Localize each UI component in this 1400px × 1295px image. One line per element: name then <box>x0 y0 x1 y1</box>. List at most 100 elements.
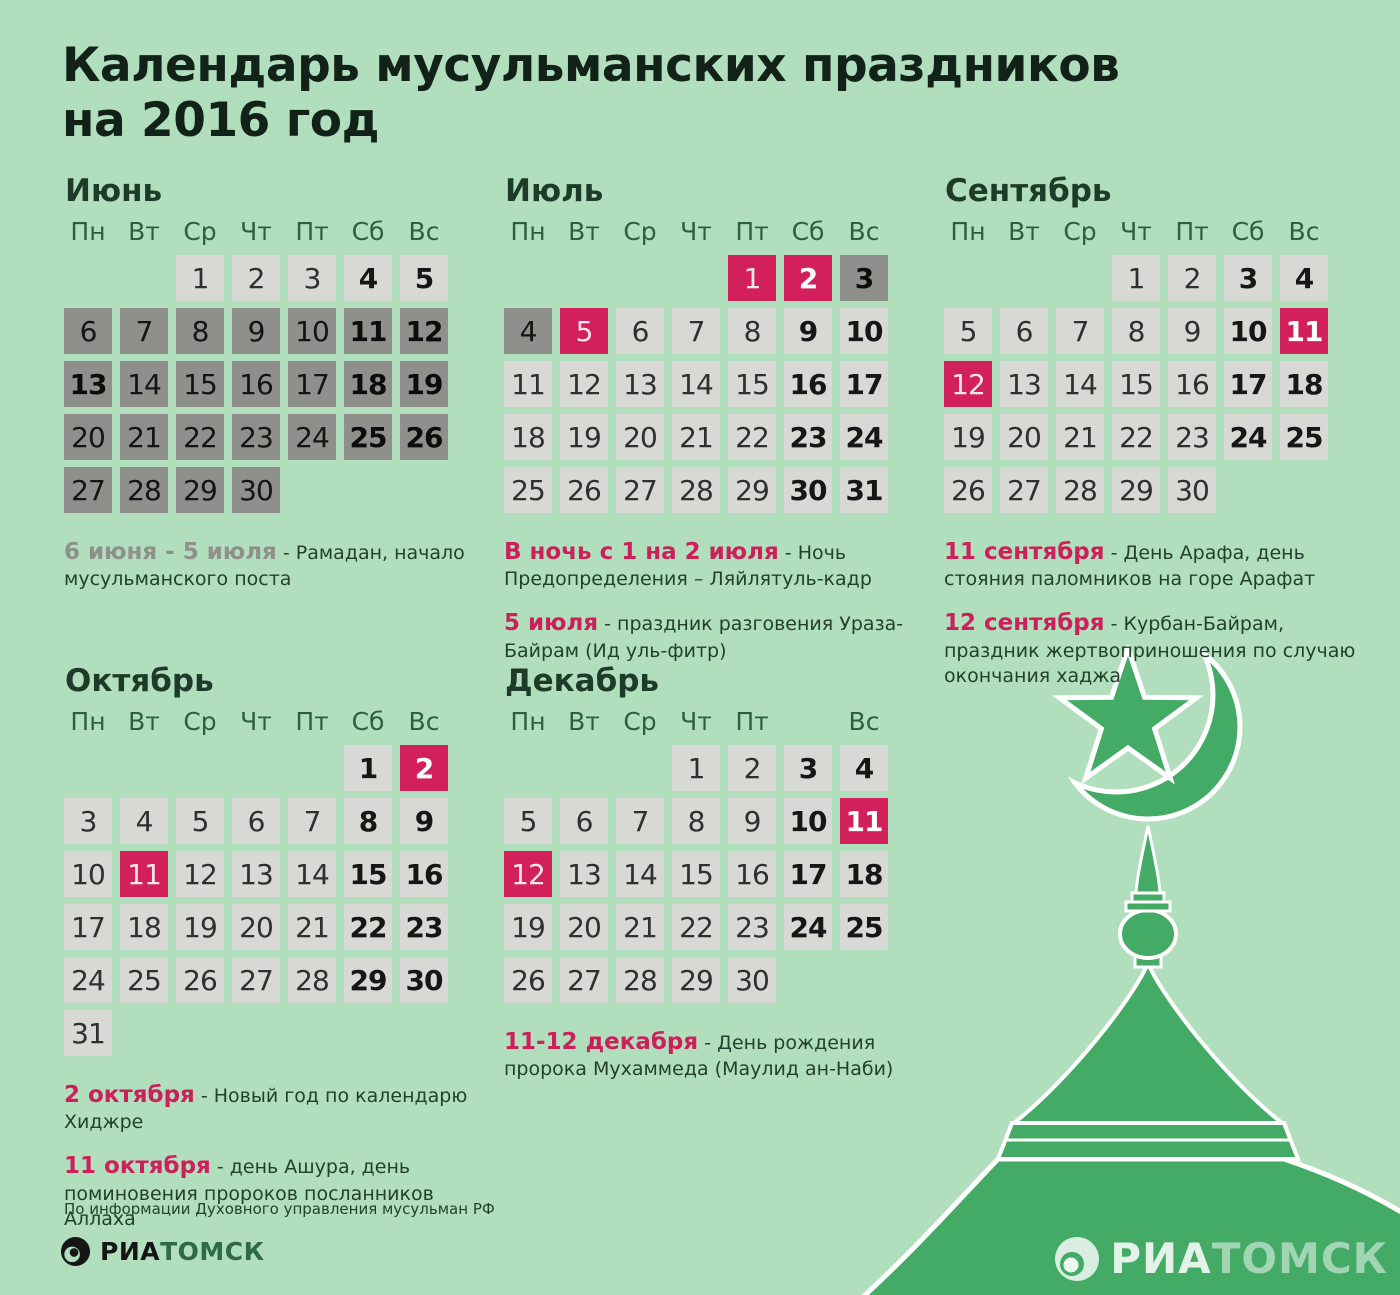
ria-tomsk-logo: РИАТОМСК <box>60 1236 265 1267</box>
day-cell: 4 <box>840 745 888 791</box>
day-cell: 13 <box>232 851 280 897</box>
calendar-month-september: Сентябрь Пн Вт Ср Чт Пт Сб Вс 1 2 3 4 5 6 7 8 9 10 11 12 13 1… <box>944 176 1374 705</box>
day-cell: 22 <box>1112 414 1160 460</box>
day-cell-empty <box>1224 467 1272 513</box>
ria-tomsk-watermark: РИАТОМСК <box>1054 1234 1388 1283</box>
holiday-note-text: День рождения пророка Мухаммеда (Маулид … <box>504 1032 894 1081</box>
cone-roof <box>1008 957 1288 1125</box>
month-grid: 1 2 3 4 5 6 7 8 9 10 11 12 13 14 15 16 17 18 19 20 21 22 23 24 2… <box>504 255 934 513</box>
day-cell: 7 <box>120 308 168 354</box>
weekday-label: Пн <box>950 217 986 246</box>
day-cell: 3 <box>1224 255 1272 301</box>
holiday-note-text: день Ашура, день поминовения пророков по… <box>64 1156 434 1230</box>
day-cell: 1 <box>672 745 720 791</box>
day-cell: 29 <box>344 957 392 1003</box>
day-cell-empty <box>288 467 336 513</box>
day-cell: 6 <box>560 798 608 844</box>
weekday-label: Вт <box>568 217 600 246</box>
logo-text-ria: РИА <box>100 1237 161 1266</box>
weekday-label: Ср <box>183 217 217 246</box>
day-cell: 25 <box>120 957 168 1003</box>
day-cell: 20 <box>64 414 112 460</box>
weekday-label: Пт <box>295 217 329 246</box>
page-title: Календарь мусульманских праздников на 20… <box>62 38 1120 149</box>
day-cell: 19 <box>504 904 552 950</box>
page-title-line1: Календарь мусульманских праздников <box>62 38 1120 93</box>
day-cell: 30 <box>784 467 832 513</box>
day-cell: 14 <box>120 361 168 407</box>
weekday-header-row: Пн Вт Ср Чт Пт Сб Вс <box>64 707 494 737</box>
day-cell: 30 <box>1168 467 1216 513</box>
day-cell: 28 <box>1056 467 1104 513</box>
day-cell: 9 <box>784 308 832 354</box>
day-cell: 18 <box>1280 361 1328 407</box>
day-cell: 10 <box>288 308 336 354</box>
day-cell: 16 <box>1168 361 1216 407</box>
day-cell: 17 <box>1224 361 1272 407</box>
day-cell: 20 <box>616 414 664 460</box>
day-cell-empty <box>232 745 280 791</box>
day-cell: 1 <box>728 255 776 301</box>
day-cell: 14 <box>672 361 720 407</box>
day-cell: 15 <box>1112 361 1160 407</box>
weekday-label: Пт <box>1175 217 1209 246</box>
weekday-label: Чт <box>240 217 272 246</box>
day-cell-empty <box>120 255 168 301</box>
day-cell: 15 <box>672 851 720 897</box>
day-cell: 2 <box>400 745 448 791</box>
day-cell: 24 <box>64 957 112 1003</box>
day-cell: 7 <box>672 308 720 354</box>
day-cell: 7 <box>1056 308 1104 354</box>
day-cell: 8 <box>176 308 224 354</box>
day-cell-empty <box>64 745 112 791</box>
holiday-note-date: В ночь с 1 на 2 июля <box>504 539 779 565</box>
calendar-month-june: Июнь Пн Вт Ср Чт Пт Сб Вс 1 2 3 4 5 6 7 8 9 10 11 12 13 14 15 1… <box>64 176 494 608</box>
day-cell: 14 <box>288 851 336 897</box>
day-cell-empty <box>560 745 608 791</box>
day-cell: 6 <box>232 798 280 844</box>
day-cell-empty <box>288 745 336 791</box>
day-cell: 28 <box>672 467 720 513</box>
day-cell: 14 <box>616 851 664 897</box>
holiday-note-date: 6 июня - 5 июля <box>64 539 277 565</box>
day-cell: 16 <box>784 361 832 407</box>
weekday-label: Чт <box>1120 217 1152 246</box>
weekday-label: Ср <box>183 707 217 736</box>
watermark-text-ria: РИА <box>1110 1234 1212 1283</box>
holiday-note-text: Рамадан, начало мусульманского поста <box>64 542 465 591</box>
day-cell: 15 <box>728 361 776 407</box>
day-cell: 27 <box>616 467 664 513</box>
holiday-note-text: Новый год по календарю Хиджре <box>64 1085 468 1134</box>
day-cell-empty <box>944 255 992 301</box>
day-cell: 3 <box>784 745 832 791</box>
day-cell: 19 <box>560 414 608 460</box>
month-title: Июль <box>505 173 604 209</box>
weekday-label: Вс <box>1288 217 1320 246</box>
logo-text-tomsk: ТОМСК <box>160 1237 265 1266</box>
day-cell-empty <box>560 255 608 301</box>
day-cell: 10 <box>784 798 832 844</box>
day-cell: 12 <box>560 361 608 407</box>
day-cell: 31 <box>840 467 888 513</box>
day-cell: 2 <box>1168 255 1216 301</box>
day-cell: 12 <box>944 361 992 407</box>
weekday-label: Пн <box>70 707 106 736</box>
day-cell-empty <box>616 745 664 791</box>
weekday-label: Вс <box>408 217 440 246</box>
day-cell: 13 <box>560 851 608 897</box>
day-cell: 15 <box>176 361 224 407</box>
day-cell: 7 <box>616 798 664 844</box>
day-cell: 9 <box>728 798 776 844</box>
day-cell: 13 <box>64 361 112 407</box>
day-cell: 5 <box>400 255 448 301</box>
weekday-label: Сб <box>791 217 825 246</box>
day-cell: 20 <box>232 904 280 950</box>
day-cell: 25 <box>504 467 552 513</box>
month-title: Июнь <box>65 173 163 209</box>
day-cell-empty <box>1056 255 1104 301</box>
month-grid: 1 2 3 4 5 6 7 8 9 10 11 12 13 14 15 16 17 18 19 20 21 22 23 24 2… <box>64 255 494 513</box>
day-cell: 19 <box>176 904 224 950</box>
holiday-note-date: 5 июля <box>504 610 599 637</box>
day-cell: 23 <box>728 904 776 950</box>
